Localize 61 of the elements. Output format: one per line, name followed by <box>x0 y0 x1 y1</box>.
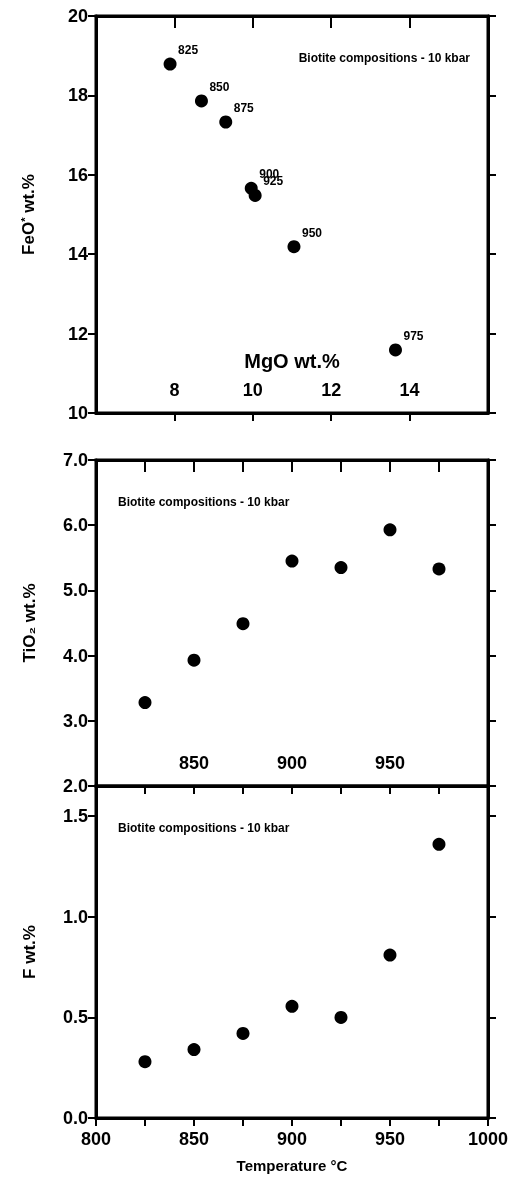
point <box>334 561 348 575</box>
y-tick-label: 20 <box>67 6 88 26</box>
annotation: 875 <box>233 101 255 115</box>
point <box>432 562 446 576</box>
x-tick-label: 800 <box>80 1129 112 1149</box>
point <box>219 115 233 129</box>
y-axis-title: TiO₂ wt.% <box>20 583 39 663</box>
point <box>383 523 397 537</box>
point <box>285 554 299 568</box>
point <box>163 57 177 71</box>
x-axis-title: Temperature °C <box>236 1157 348 1174</box>
x-tick-label: 14 <box>399 380 420 400</box>
annotation: 825 <box>178 43 199 58</box>
y-tick-label: 0.0 <box>62 1108 88 1128</box>
y-tick-label: 6.0 <box>62 515 88 536</box>
point <box>389 343 402 357</box>
x-tick-label: 950 <box>374 1129 406 1149</box>
point <box>187 653 201 667</box>
annotation: 975 <box>403 328 424 343</box>
y-tick-label: 2.0 <box>62 776 88 796</box>
point <box>287 240 301 254</box>
point <box>194 94 208 108</box>
point <box>432 837 446 851</box>
y-axis-title: FeO* wt.% <box>18 174 38 255</box>
point <box>236 1026 250 1040</box>
point <box>187 1043 201 1057</box>
point <box>236 617 250 631</box>
point <box>383 948 397 962</box>
annotation: Biotite compositions - 10 kbar <box>298 51 471 65</box>
x-tick-label: 10 <box>242 380 263 400</box>
x-tick-label: 1000 <box>467 1129 508 1149</box>
y-tick-label: 1.0 <box>62 906 88 927</box>
y-tick-label: 3.0 <box>62 710 88 731</box>
point <box>248 188 262 202</box>
annotation: Biotite compositions - 10 kbar <box>118 495 290 509</box>
x-tick-label: 850 <box>178 1129 210 1149</box>
y-tick-label: 16 <box>67 164 88 185</box>
y-axis-title: F wt.% <box>20 925 39 979</box>
x-tick-label: 850 <box>178 753 210 773</box>
point <box>138 696 152 710</box>
x-tick-label: 8 <box>169 380 180 400</box>
annotation: 850 <box>209 79 230 94</box>
x-tick-label: 12 <box>321 380 342 400</box>
point <box>285 999 299 1013</box>
y-tick-label: 10 <box>67 403 88 423</box>
y-tick-label: 14 <box>67 244 88 265</box>
y-tick-label: 7.0 <box>62 450 88 470</box>
x-tick-label: 900 <box>276 753 308 773</box>
y-tick-label: 0.5 <box>62 1007 88 1028</box>
y-tick-label: 12 <box>67 323 88 344</box>
annotation: Biotite compositions - 10 kbar <box>118 821 290 835</box>
y-tick-label: 18 <box>67 85 88 106</box>
x-axis-title: MgO wt.% <box>244 350 340 372</box>
annotation: 950 <box>301 225 323 240</box>
point <box>138 1055 152 1069</box>
point <box>334 1010 348 1024</box>
y-tick-label: 1.5 <box>62 806 88 827</box>
y-tick-label: 4.0 <box>62 645 88 666</box>
x-tick-label: 950 <box>374 753 406 773</box>
y-tick-label: 5.0 <box>62 580 88 601</box>
x-tick-label: 900 <box>276 1129 308 1149</box>
